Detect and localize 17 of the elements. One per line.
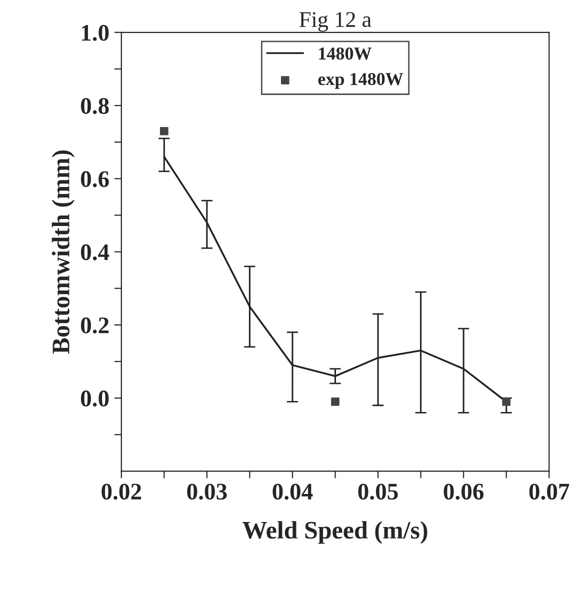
y-tick-label: 1.0 bbox=[82, 24, 109, 41]
x-tick-label: 0.06 bbox=[444, 484, 484, 500]
y-axis-title: Bottomwidth (mm) bbox=[52, 150, 75, 354]
x-tick-label: 0.05 bbox=[358, 484, 398, 500]
y-tick-label: 0.0 bbox=[80, 390, 109, 407]
legend-label: exp 1480W bbox=[318, 72, 404, 89]
x-tick-label: 0.07 bbox=[529, 484, 570, 500]
legend-label: 1480W bbox=[319, 47, 372, 60]
x-axis-title: Weld Speed (m/s) bbox=[242, 521, 428, 544]
y-tick-label: 0.2 bbox=[80, 317, 109, 334]
x-tick-label: 0.02 bbox=[102, 484, 142, 500]
chart-title: Fig 12 a bbox=[299, 12, 372, 32]
y-tick-label: 0.4 bbox=[80, 244, 110, 260]
y-tick-label: 0.8 bbox=[80, 98, 109, 114]
x-tick-label: 0.03 bbox=[187, 484, 227, 500]
x-tick-label: 0.04 bbox=[272, 484, 313, 500]
y-tick-label: 0.6 bbox=[80, 171, 109, 188]
